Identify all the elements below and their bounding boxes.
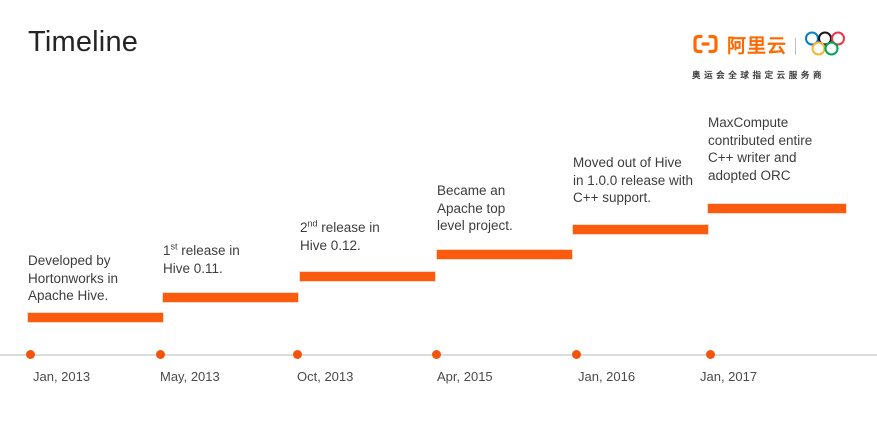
timeline-dot-4 (432, 350, 441, 359)
timeline-dot-1 (26, 350, 35, 359)
alibaba-cloud-logo: 阿里云 奥运会全球指定云服务商 (692, 30, 846, 81)
milestone-bar-2 (163, 293, 298, 302)
caption-3-rest: release in Hive 0.12. (300, 220, 380, 253)
date-label-2: May, 2013 (160, 369, 220, 384)
date-label-6: Jan, 2017 (700, 369, 758, 384)
milestone-caption-5: Moved out of Hive in 1.0.0 release with … (573, 155, 694, 205)
milestone-bar-1 (28, 313, 163, 322)
milestone-bar-4 (437, 250, 572, 259)
caption-2-ordinal: st (170, 241, 178, 252)
date-label-3: Oct, 2013 (297, 369, 354, 384)
logo-row: 阿里云 (692, 30, 846, 62)
timeline-dot-6 (706, 350, 715, 359)
caption-2-rest: release in Hive 0.11. (163, 243, 240, 276)
milestone-caption-3: 2nd release in Hive 0.12. (300, 219, 440, 254)
olympic-rings-icon (804, 30, 846, 62)
milestone-caption-6: MaxCompute contributed entire C++ writer… (708, 115, 813, 183)
logo-slogan: 奥运会全球指定云服务商 (691, 70, 826, 80)
timeline-dot-3 (293, 350, 302, 359)
date-label-4: Apr, 2015 (437, 369, 493, 384)
page-title: Timeline (28, 26, 139, 58)
alibaba-cloud-bracket-icon (692, 34, 719, 59)
milestone-caption-1: Developed by Hortonworks in Apache Hive. (28, 253, 119, 303)
timeline-dot-2 (156, 350, 165, 359)
brand-name: 阿里云 (726, 35, 787, 57)
caption-3-ordinal: nd (307, 218, 318, 229)
timeline-dot-5 (572, 350, 581, 359)
date-label-1: Jan, 2013 (33, 369, 91, 384)
milestone-bar-6 (708, 204, 846, 213)
logo-divider (795, 37, 796, 55)
caption-2-number: 1 (163, 243, 171, 258)
milestone-bar-3 (300, 272, 435, 281)
milestone-bar-5 (573, 225, 708, 234)
caption-3-number: 2 (300, 220, 308, 235)
date-label-5: Jan, 2016 (578, 369, 636, 384)
milestone-caption-4: Became an Apache top level project. (437, 183, 513, 233)
milestone-caption-2: 1st release in Hive 0.11. (163, 242, 303, 277)
